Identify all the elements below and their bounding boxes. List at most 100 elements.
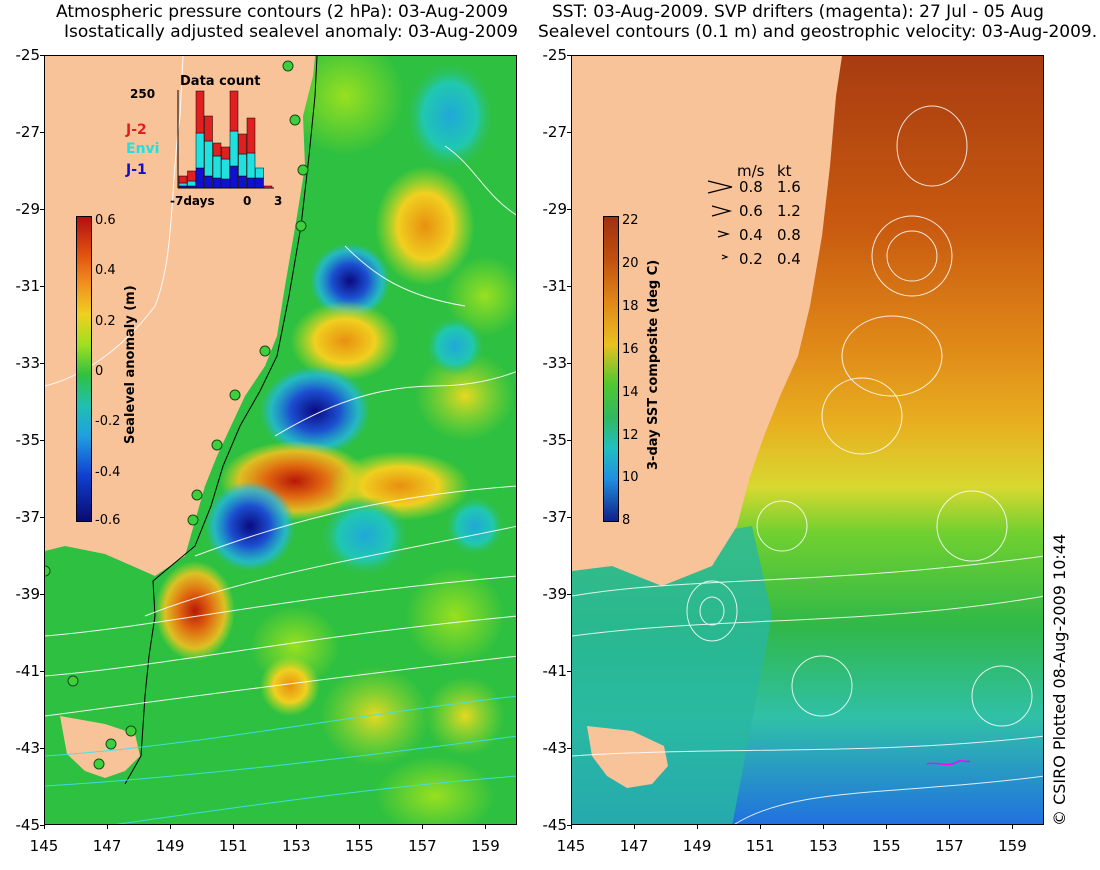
vel-legend-ms: 0.6 <box>739 202 763 220</box>
x-tick-label: 149 <box>682 837 712 855</box>
y-tick-mark <box>567 363 571 364</box>
histogram-bar <box>246 177 256 189</box>
left-colorbar <box>76 216 92 522</box>
left-cb-tick: 0.4 <box>95 263 116 278</box>
credit-text: © CSIRO Plotted 08-Aug-2009 10:44 <box>1050 533 1069 826</box>
y-tick-label: -41 <box>542 662 568 680</box>
y-tick-mark <box>40 363 44 364</box>
x-tick-label: 159 <box>998 837 1027 855</box>
histogram-bar <box>229 165 239 189</box>
histogram-bar <box>221 158 230 180</box>
y-tick-mark <box>567 825 571 826</box>
right-colorbar <box>603 216 619 522</box>
right-cb-tick: 14 <box>622 385 639 400</box>
right-cb-tick: 16 <box>622 342 639 357</box>
y-tick-label: -45 <box>542 816 568 834</box>
data-count-histogram <box>177 90 274 189</box>
x-tick-label: 157 <box>408 837 437 855</box>
histogram-bar <box>212 177 222 189</box>
histogram-bar <box>229 130 239 167</box>
y-tick-label: -35 <box>15 431 41 449</box>
x-tick-mark <box>823 825 825 829</box>
y-tick-mark <box>567 517 571 518</box>
histogram-bar <box>178 175 188 184</box>
histogram-bar <box>221 146 230 160</box>
y-tick-mark <box>567 440 571 441</box>
histogram-bar <box>204 115 213 142</box>
x-tick-label: 147 <box>92 837 122 855</box>
velocity-arrow-icons <box>707 180 733 260</box>
y-tick-mark <box>567 671 571 672</box>
x-tick-label: 155 <box>345 837 374 855</box>
y-tick-mark <box>40 132 44 133</box>
y-tick-label: -45 <box>15 816 41 834</box>
y-tick-label: -29 <box>542 200 568 218</box>
x-tick-label: 145 <box>29 837 59 855</box>
y-tick-mark <box>567 209 571 210</box>
histogram-bar <box>229 90 239 132</box>
y-tick-mark <box>40 671 44 672</box>
x-tick-mark <box>233 825 235 829</box>
histogram-bar <box>238 175 247 189</box>
right-colorbar-label: 3-day SST composite (deg C) <box>646 259 661 470</box>
histogram-bar <box>238 133 247 155</box>
y-tick-mark <box>567 286 571 287</box>
histogram-bar <box>221 178 230 189</box>
vel-legend-ms: 0.8 <box>739 178 763 196</box>
histogram-bar <box>187 170 196 182</box>
vel-legend-header-ms: m/s <box>737 162 765 180</box>
y-tick-mark <box>567 132 571 133</box>
histogram-bar <box>178 182 188 187</box>
left-cb-tick: 0 <box>95 364 104 379</box>
histogram-bar <box>178 185 188 189</box>
x-tick-mark <box>485 825 487 829</box>
y-tick-mark <box>40 517 44 518</box>
vel-legend-ms: 0.2 <box>739 250 763 268</box>
vel-legend-kt: 1.2 <box>777 202 801 220</box>
x-tick-mark <box>44 825 45 829</box>
y-tick-mark <box>40 286 44 287</box>
left-cb-tick: 0.6 <box>95 213 116 228</box>
right-title-line1: SST: 03-Aug-2009. SVP drifters (magenta)… <box>552 2 1044 22</box>
vel-legend-header-kt: kt <box>777 162 792 180</box>
x-tick-mark <box>634 825 636 829</box>
left-title-line2: Isostatically adjusted sealevel anomaly:… <box>64 22 518 42</box>
y-tick-label: -35 <box>542 431 568 449</box>
vel-legend-kt: 0.4 <box>777 250 801 268</box>
histogram-bar <box>255 167 264 179</box>
inset-xtick: 0 <box>243 194 252 208</box>
x-tick-mark <box>170 825 172 829</box>
x-tick-label: 153 <box>808 837 838 855</box>
inset-title: Data count <box>180 74 261 89</box>
y-tick-mark <box>567 748 571 749</box>
x-tick-label: 153 <box>281 837 311 855</box>
y-tick-label: -39 <box>542 585 568 603</box>
left-cb-tick: -0.6 <box>95 513 121 528</box>
y-tick-label: -27 <box>542 123 568 141</box>
right-cb-tick: 20 <box>622 256 639 271</box>
left-cb-tick: -0.4 <box>95 465 121 480</box>
y-tick-mark <box>567 55 571 56</box>
y-tick-mark <box>40 55 44 56</box>
inset-legend-j2: J-2 <box>126 122 147 138</box>
right-cb-tick: 12 <box>622 428 639 443</box>
histogram-bar <box>212 155 222 179</box>
x-tick-mark <box>107 825 109 829</box>
y-tick-label: -43 <box>15 739 41 757</box>
y-tick-mark <box>40 594 44 595</box>
right-cb-tick: 18 <box>622 299 639 314</box>
histogram-bar <box>187 185 196 189</box>
y-tick-mark <box>40 440 44 441</box>
y-tick-label: -25 <box>542 46 568 64</box>
sealevel-anomaly-map <box>44 55 517 825</box>
left-cb-tick: -0.2 <box>95 414 121 429</box>
x-tick-label: 147 <box>619 837 649 855</box>
histogram-bar <box>255 177 264 189</box>
vel-legend-kt: 1.6 <box>777 178 801 196</box>
y-tick-label: -29 <box>15 200 41 218</box>
y-tick-label: -39 <box>15 585 41 603</box>
y-tick-label: -33 <box>542 354 568 372</box>
histogram-bar <box>246 152 256 179</box>
y-tick-label: -31 <box>15 277 41 295</box>
x-tick-mark <box>422 825 424 829</box>
